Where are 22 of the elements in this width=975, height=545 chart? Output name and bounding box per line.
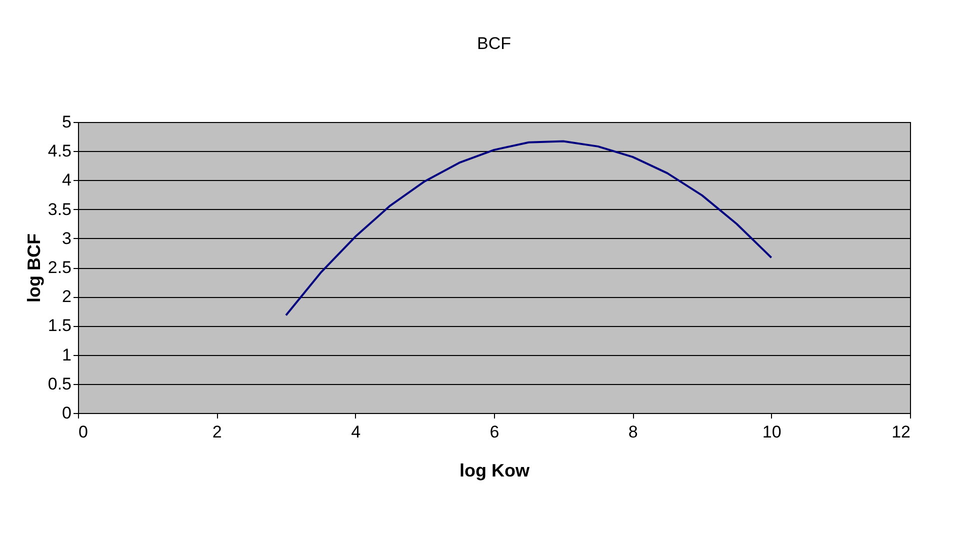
x-tick-label: 8: [628, 422, 638, 442]
y-tick-label: 1: [62, 345, 72, 364]
y-tick-label: 0.5: [48, 374, 72, 394]
y-tick-label: 3: [62, 228, 72, 248]
x-tick-label: 6: [490, 422, 500, 442]
y-tick-label: 5: [62, 112, 72, 132]
x-tick-label: 12: [892, 422, 910, 442]
line-series: [285, 140, 772, 316]
x-tick-label: 0: [78, 422, 88, 442]
y-tick-label: 3.5: [48, 200, 72, 219]
x-tick-label: 10: [762, 422, 782, 442]
y-tick-label: 1.5: [48, 316, 72, 336]
chart-title: BCF: [477, 34, 511, 53]
x-tick-label: 2: [212, 422, 222, 442]
x-tick-label: 4: [351, 422, 361, 442]
y-tick-label: 0: [62, 404, 72, 422]
y-tick-label: 2.5: [48, 258, 72, 277]
y-tick-label: 4.5: [48, 142, 72, 161]
y-axis-title: log BCF: [24, 234, 44, 302]
y-tick-label: 4: [62, 170, 72, 190]
y-tick-label: 2: [62, 287, 72, 306]
x-axis-title: log Kow: [460, 460, 530, 480]
